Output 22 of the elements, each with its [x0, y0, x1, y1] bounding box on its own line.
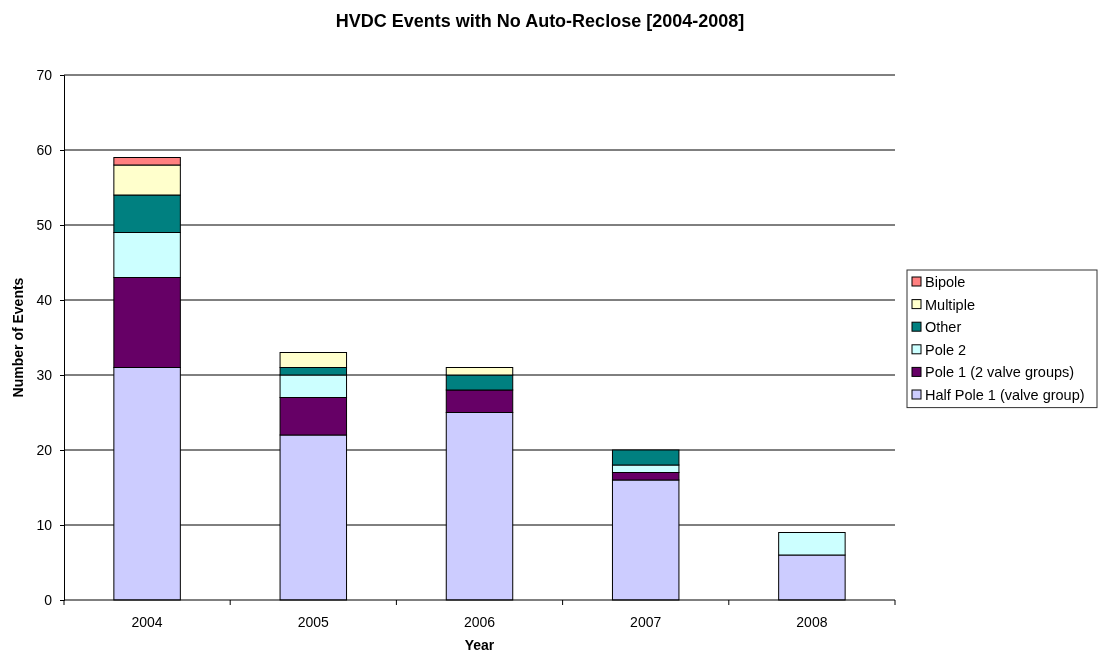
y-tick-label: 0: [44, 591, 53, 608]
y-tick-label: 10: [36, 516, 53, 533]
legend-label: Bipole: [925, 274, 966, 290]
legend-label: Half Pole 1 (valve group): [925, 387, 1085, 403]
x-axis-title: Year: [464, 637, 495, 653]
y-tick-label: 70: [36, 66, 53, 83]
y-tick-label: 30: [36, 366, 53, 383]
legend-label: Multiple: [925, 296, 975, 313]
legend-label: Pole 2: [925, 341, 967, 358]
legend-label: Pole 1 (2 valve groups): [925, 364, 1075, 381]
legend-label: Other: [925, 319, 962, 336]
x-tick-label: 2007: [630, 614, 662, 630]
x-tick-label: 2006: [463, 614, 496, 630]
y-axis-title: Number of Events: [10, 277, 26, 398]
y-tick-label: 40: [36, 291, 53, 308]
x-tick-label: 2008: [796, 614, 828, 630]
y-tick-label: 60: [36, 141, 53, 158]
y-tick-label: 20: [36, 441, 53, 458]
x-tick-label: 2005: [297, 614, 330, 630]
chart-title: HVDC Events with No Auto-Reclose [2004-2008]: [335, 11, 745, 31]
x-tick-label: 2004: [131, 614, 163, 630]
y-tick-label: 50: [36, 216, 53, 233]
